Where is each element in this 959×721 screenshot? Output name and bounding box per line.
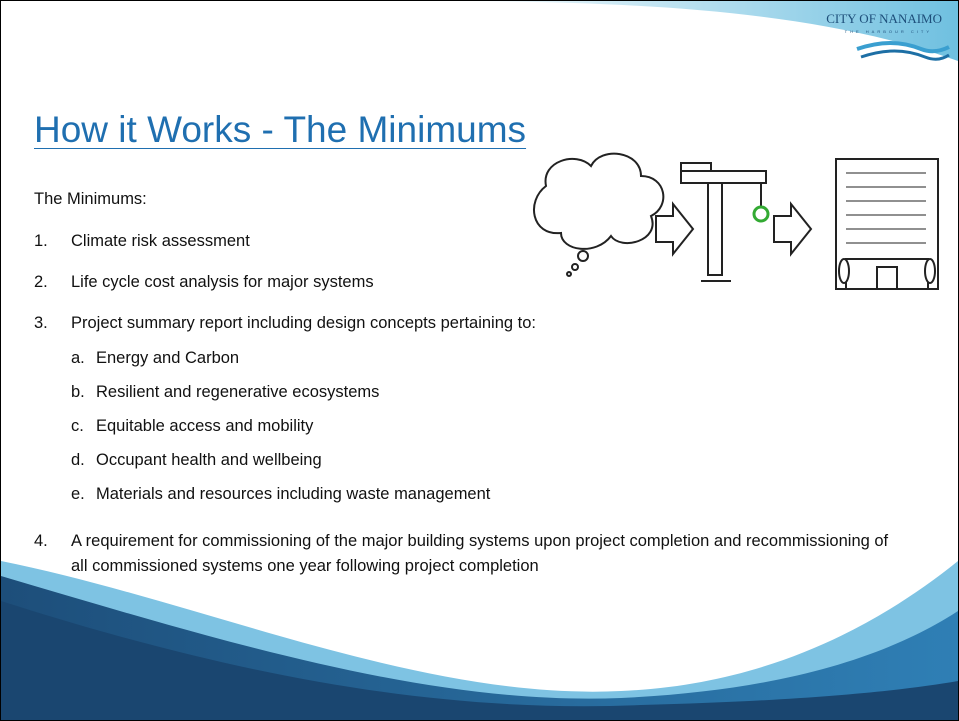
item-text: Climate risk assessment (71, 229, 250, 254)
item-marker: 1. (34, 229, 48, 254)
subitem-marker: a. (71, 346, 85, 371)
subitem-text: Energy and Carbon (96, 346, 239, 371)
subitem-marker: c. (71, 414, 84, 439)
logo-name: CITY OF NANAIMO (826, 11, 942, 27)
subitem-marker: b. (71, 380, 85, 405)
intro: The Minimums: (34, 187, 147, 212)
subitem-marker: d. (71, 448, 85, 473)
item-text: A requirement for commissioning of the m… (71, 529, 891, 579)
subitem-marker: e. (71, 482, 85, 507)
subitem-text: Equitable access and mobility (96, 414, 313, 439)
slide-title: How it Works - The Minimums (34, 109, 526, 151)
item-text: Project summary report including design … (71, 311, 536, 336)
subitem-text: Occupant health and wellbeing (96, 448, 322, 473)
item-marker: 4. (34, 529, 48, 554)
logo-tagline: THE HARBOUR CITY (845, 29, 932, 34)
item-text: Life cycle cost analysis for major syste… (71, 270, 374, 295)
item-marker: 3. (34, 311, 48, 336)
item-marker: 2. (34, 270, 48, 295)
slide: CITY OF NANAIMO THE HARBOUR CITY How it … (0, 0, 959, 721)
subitem-text: Materials and resources including waste … (96, 482, 490, 507)
subitem-text: Resilient and regenerative ecosystems (96, 380, 379, 405)
